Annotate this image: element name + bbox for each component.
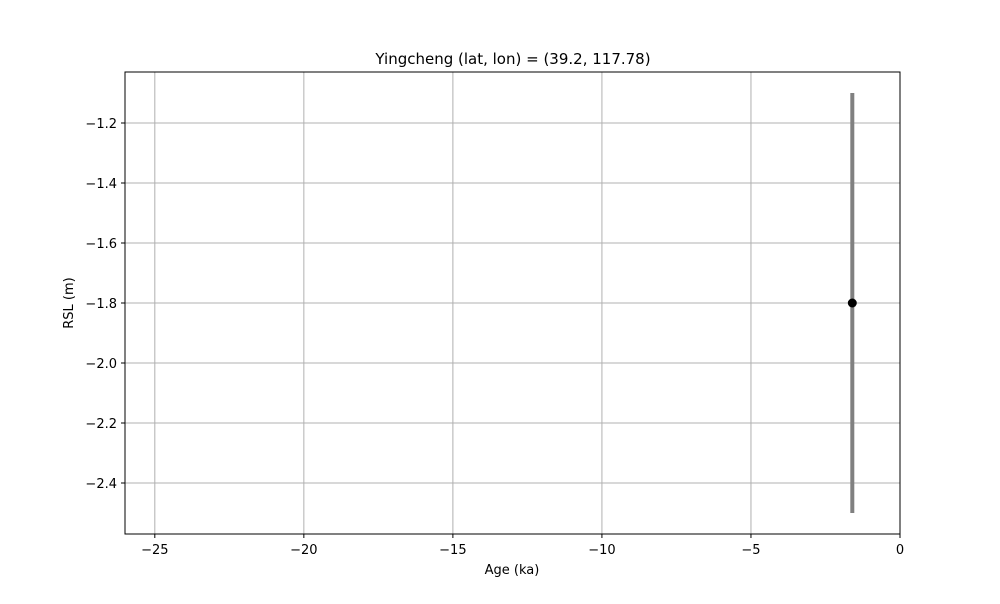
x-tick-label: −25: [141, 543, 168, 558]
y-tick-label: −1.2: [85, 117, 117, 132]
y-tick-label: −2.4: [85, 477, 117, 492]
data-point: [847, 298, 857, 308]
y-tick-label: −1.8: [85, 297, 117, 312]
x-axis-label: Age (ka): [485, 563, 540, 578]
y-tick-label: −1.6: [85, 237, 117, 252]
x-tick-label: −15: [439, 543, 466, 558]
x-tick-label: 0: [896, 543, 904, 558]
y-axis-label: RSL (m): [62, 277, 77, 328]
x-tick-label: −5: [741, 543, 760, 558]
y-tick-label: −1.4: [85, 177, 117, 192]
data-layer: [847, 93, 857, 513]
x-tick-label: −10: [588, 543, 615, 558]
chart-title: Yingcheng (lat, lon) = (39.2, 117.78): [374, 50, 650, 68]
x-tick-label: −20: [290, 543, 317, 558]
grid: [125, 72, 901, 534]
x-axis: −25 −20 −15 −10 −5 0: [141, 534, 904, 558]
y-tick-label: −2.0: [85, 357, 117, 372]
y-tick-label: −2.2: [85, 417, 117, 432]
y-axis: −2.4 −2.2 −2.0 −1.8 −1.6 −1.4 −1.2: [85, 117, 125, 492]
